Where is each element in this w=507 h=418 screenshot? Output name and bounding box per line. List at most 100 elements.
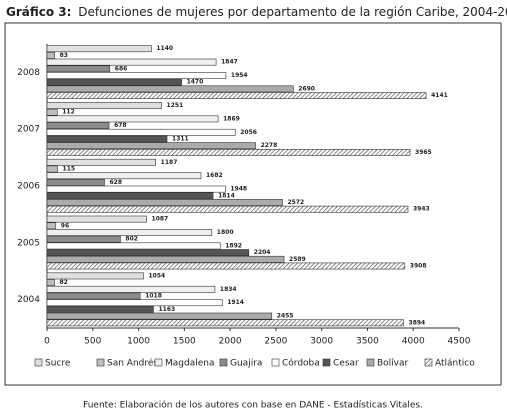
bar xyxy=(46,122,110,129)
value-label: 1948 xyxy=(230,186,247,193)
legend-swatch xyxy=(34,358,43,367)
value-label: 4141 xyxy=(431,92,448,99)
bar xyxy=(46,65,111,73)
legend-label: Córdoba xyxy=(282,358,320,369)
bar xyxy=(46,135,168,143)
bar xyxy=(46,279,55,286)
bar xyxy=(46,128,236,136)
value-label: 3943 xyxy=(413,206,430,213)
value-label: 802 xyxy=(125,236,138,243)
value-label: 1251 xyxy=(167,102,184,109)
value-label: 686 xyxy=(115,65,128,72)
bar xyxy=(46,92,427,99)
x-tick-label: 3000 xyxy=(310,337,333,347)
bar xyxy=(46,285,216,293)
bar xyxy=(46,229,213,236)
x-tick-label: 4500 xyxy=(448,337,471,347)
y-tick-label: 2006 xyxy=(17,182,40,192)
value-label: 2204 xyxy=(254,249,271,256)
bar xyxy=(46,45,152,53)
y-tick-label: 2005 xyxy=(17,238,40,248)
value-label: 1800 xyxy=(217,229,234,236)
value-label: 2572 xyxy=(287,199,304,206)
value-label: 3894 xyxy=(409,319,426,326)
value-label: 1054 xyxy=(148,272,165,279)
x-tick-label: 0 xyxy=(44,337,50,347)
value-label: 112 xyxy=(62,109,75,116)
bar xyxy=(46,115,219,123)
bar xyxy=(46,319,404,327)
legend-label: Magdalena xyxy=(165,359,214,369)
bar xyxy=(46,305,154,313)
legend-label: Sucre xyxy=(45,359,71,369)
bar xyxy=(46,262,406,270)
x-tick-label: 2500 xyxy=(264,337,287,347)
bar xyxy=(46,102,162,109)
x-tick-label: 2000 xyxy=(219,337,242,347)
legend-label: Atlántico xyxy=(435,359,475,369)
source-note: Fuente: Elaboración de los autores con b… xyxy=(83,400,423,411)
value-label: 1470 xyxy=(187,79,204,86)
value-label: 1814 xyxy=(218,192,235,199)
value-label: 1682 xyxy=(206,172,223,179)
bar xyxy=(46,249,250,256)
chart-title: Gráfico 3: Defunciones de mujeres por de… xyxy=(6,5,507,19)
bar xyxy=(46,205,409,213)
bar xyxy=(46,142,256,150)
figure-label: Gráfico 3: xyxy=(6,5,71,19)
value-label: 2056 xyxy=(240,129,257,136)
value-label: 678 xyxy=(114,122,127,129)
bar xyxy=(46,299,223,307)
legend-swatch xyxy=(424,358,433,367)
value-label: 2589 xyxy=(289,256,306,263)
bar xyxy=(46,51,55,59)
value-label: 1892 xyxy=(225,242,242,249)
bar xyxy=(46,108,58,116)
value-label: 628 xyxy=(109,179,122,186)
bar xyxy=(46,255,285,263)
bar xyxy=(46,179,105,186)
legend-label: Cesar xyxy=(333,359,359,369)
bar xyxy=(46,235,121,243)
bar xyxy=(46,312,273,320)
value-label: 2690 xyxy=(298,85,315,92)
legend-swatch xyxy=(366,358,375,367)
x-tick-label: 1000 xyxy=(127,337,150,347)
legend-swatch xyxy=(219,358,228,367)
value-label: 1847 xyxy=(221,59,238,66)
value-label: 1140 xyxy=(156,45,173,52)
value-label: 1954 xyxy=(231,72,248,79)
value-label: 1163 xyxy=(158,306,175,313)
bar xyxy=(46,58,217,66)
y-tick-label: 2007 xyxy=(17,125,40,135)
x-tick-label: 3500 xyxy=(356,337,379,347)
bar xyxy=(46,185,226,193)
value-label: 1187 xyxy=(161,159,178,166)
legend-label: San Andrés xyxy=(107,358,158,369)
title-text: Defunciones de mujeres por departamento … xyxy=(78,5,507,19)
bar xyxy=(46,242,221,250)
value-label: 2455 xyxy=(277,313,294,320)
x-tick-label: 4000 xyxy=(402,337,425,347)
value-label: 82 xyxy=(60,279,68,286)
bar xyxy=(46,172,202,180)
x-tick-label: 500 xyxy=(84,337,101,347)
bar xyxy=(46,149,411,156)
y-tick-label: 2008 xyxy=(17,68,40,78)
value-label: 1311 xyxy=(172,136,189,143)
legend-label: Bolívar xyxy=(377,359,409,369)
value-label: 83 xyxy=(60,52,68,59)
value-label: 96 xyxy=(61,222,69,229)
bar xyxy=(46,215,147,223)
bar xyxy=(46,78,182,86)
chart-frame xyxy=(4,22,502,386)
value-label: 1914 xyxy=(227,299,244,306)
bar xyxy=(46,192,214,200)
value-label: 2278 xyxy=(261,142,278,149)
legend-swatch xyxy=(96,358,105,367)
legend-swatch xyxy=(271,358,280,367)
value-label: 1834 xyxy=(220,286,237,293)
value-label: 1087 xyxy=(152,216,169,223)
y-tick-label: 2004 xyxy=(17,295,40,305)
